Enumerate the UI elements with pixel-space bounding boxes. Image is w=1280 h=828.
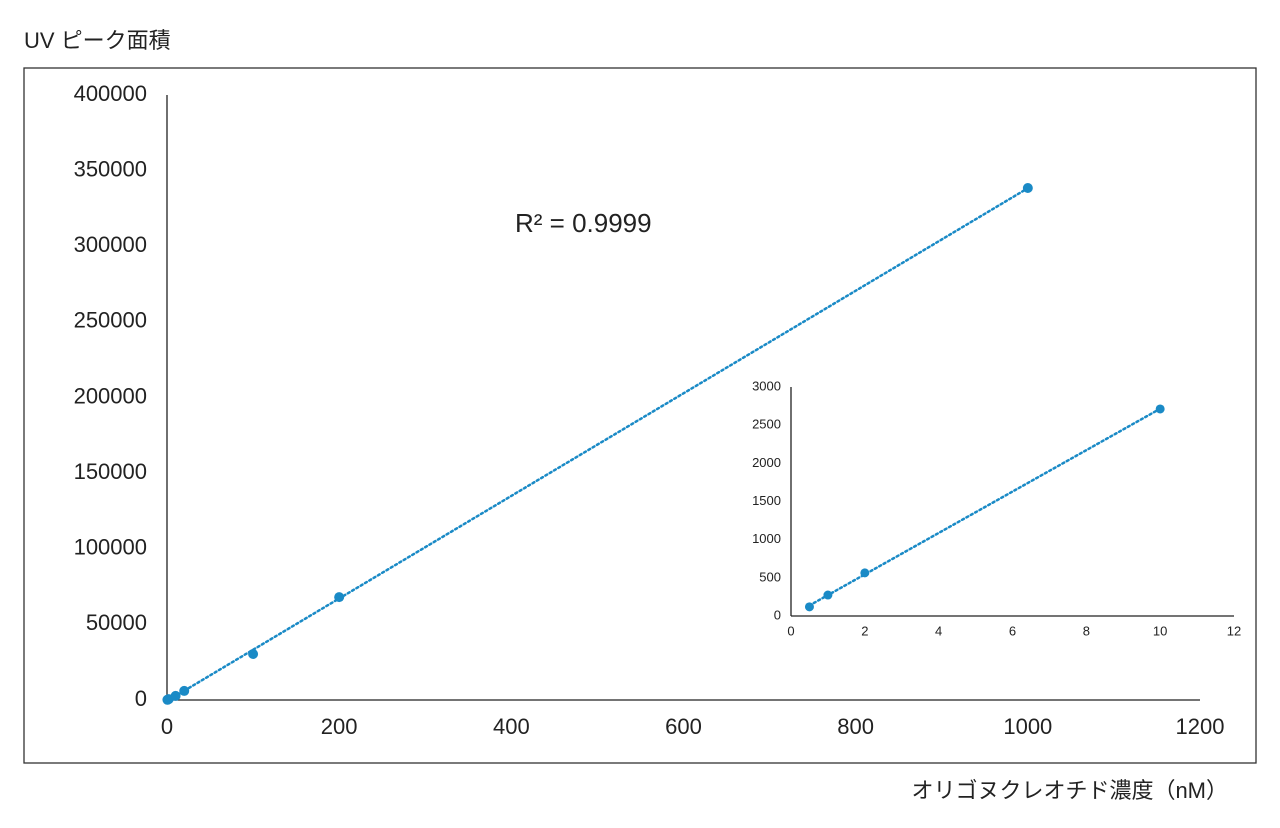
x-tick-label: 800	[837, 714, 874, 739]
trendline	[166, 186, 1030, 703]
x-tick-label: 1200	[1176, 714, 1225, 739]
y-axis-label: UV ピーク面積	[24, 28, 171, 53]
plot-frame	[23, 67, 1257, 764]
y-tick-label: 200000	[74, 383, 147, 408]
x-axis-label: オリゴヌクレオチド濃度（nM）	[911, 778, 1228, 803]
data-point	[1155, 404, 1165, 414]
y-tick-label: 50000	[86, 610, 147, 635]
y-tick-label: 3000	[752, 378, 781, 393]
y-tick-label: 2500	[752, 417, 781, 432]
x-tick-label: 12	[1227, 623, 1241, 638]
x-tick-label: 0	[161, 714, 173, 739]
data-point	[823, 590, 833, 600]
x-tick-label: 600	[665, 714, 702, 739]
x-tick-label: 4	[935, 623, 942, 638]
x-tick-label: 1000	[1003, 714, 1052, 739]
x-tick-label: 2	[861, 623, 868, 638]
y-tick-label: 1000	[752, 531, 781, 546]
x-tick-label: 0	[787, 623, 794, 638]
y-tick-label: 1500	[752, 493, 781, 508]
y-tick-label: 250000	[74, 308, 147, 333]
data-point	[334, 592, 345, 603]
data-point	[248, 649, 259, 660]
annotation: R² = 0.9999	[515, 208, 652, 238]
y-tick-label: 0	[774, 607, 781, 622]
x-tick-label: 8	[1083, 623, 1090, 638]
data-point	[1022, 183, 1033, 194]
data-point	[860, 568, 870, 578]
y-tick-label: 400000	[74, 81, 147, 106]
data-point	[179, 685, 190, 696]
y-tick-label: 300000	[74, 232, 147, 257]
y-tick-label: 2000	[752, 455, 781, 470]
y-tick-label: 0	[135, 686, 147, 711]
data-point	[170, 690, 181, 701]
data-point	[804, 602, 814, 612]
y-tick-label: 500	[759, 569, 781, 584]
y-tick-label: 150000	[74, 459, 147, 484]
y-tick-label: 350000	[74, 156, 147, 181]
x-tick-label: 400	[493, 714, 530, 739]
y-tick-label: 100000	[74, 535, 147, 560]
x-tick-label: 200	[321, 714, 358, 739]
x-tick-label: 6	[1009, 623, 1016, 638]
x-tick-label: 10	[1153, 623, 1167, 638]
